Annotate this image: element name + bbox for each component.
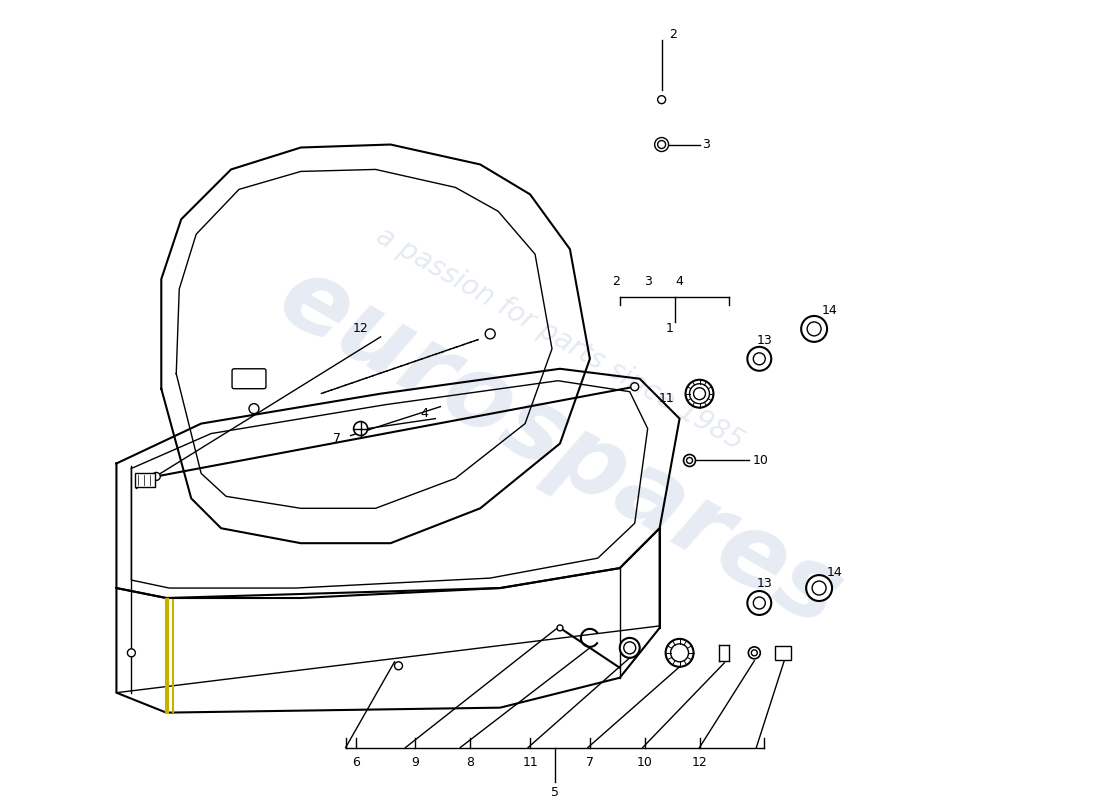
Text: 4: 4 bbox=[675, 275, 683, 288]
Circle shape bbox=[693, 388, 705, 400]
Circle shape bbox=[747, 347, 771, 370]
Circle shape bbox=[671, 644, 689, 662]
Text: 2: 2 bbox=[612, 275, 619, 288]
Circle shape bbox=[624, 642, 636, 654]
Circle shape bbox=[395, 662, 403, 670]
Text: 12: 12 bbox=[692, 756, 707, 769]
Text: eurospares: eurospares bbox=[262, 248, 858, 649]
Circle shape bbox=[249, 404, 258, 414]
Circle shape bbox=[754, 597, 766, 609]
Circle shape bbox=[658, 141, 666, 149]
Circle shape bbox=[754, 353, 766, 365]
Text: 14: 14 bbox=[826, 566, 842, 578]
Text: 1: 1 bbox=[666, 322, 673, 335]
Circle shape bbox=[557, 625, 563, 631]
Circle shape bbox=[690, 384, 710, 404]
Circle shape bbox=[807, 322, 821, 336]
Text: 14: 14 bbox=[822, 305, 837, 318]
Circle shape bbox=[801, 316, 827, 342]
FancyBboxPatch shape bbox=[776, 646, 791, 660]
Circle shape bbox=[152, 473, 161, 481]
Text: 10: 10 bbox=[752, 454, 768, 467]
Text: 13: 13 bbox=[757, 334, 772, 347]
Circle shape bbox=[686, 458, 693, 463]
Text: 13: 13 bbox=[757, 577, 772, 590]
Text: 2: 2 bbox=[670, 28, 678, 42]
FancyBboxPatch shape bbox=[135, 474, 155, 487]
Text: 3: 3 bbox=[703, 138, 711, 151]
Text: 7: 7 bbox=[586, 756, 594, 769]
Circle shape bbox=[658, 96, 666, 104]
Circle shape bbox=[683, 454, 695, 466]
Text: 6: 6 bbox=[352, 756, 360, 769]
Circle shape bbox=[654, 138, 669, 151]
Circle shape bbox=[748, 647, 760, 659]
Text: 12: 12 bbox=[353, 322, 369, 335]
Circle shape bbox=[485, 329, 495, 339]
Text: a passion for parts since 1985: a passion for parts since 1985 bbox=[372, 222, 749, 456]
Circle shape bbox=[685, 380, 714, 408]
Text: 11: 11 bbox=[522, 756, 538, 769]
Circle shape bbox=[630, 382, 639, 390]
Circle shape bbox=[354, 422, 367, 435]
Circle shape bbox=[751, 650, 757, 656]
Circle shape bbox=[619, 638, 640, 658]
Circle shape bbox=[666, 639, 693, 666]
Circle shape bbox=[128, 649, 135, 657]
Circle shape bbox=[806, 575, 832, 601]
Text: 11: 11 bbox=[659, 392, 674, 405]
Text: 8: 8 bbox=[466, 756, 474, 769]
Text: 4: 4 bbox=[420, 407, 428, 420]
Text: 5: 5 bbox=[551, 786, 559, 799]
Text: 7: 7 bbox=[332, 432, 341, 445]
Text: 3: 3 bbox=[644, 275, 651, 288]
Text: 9: 9 bbox=[411, 756, 419, 769]
FancyBboxPatch shape bbox=[232, 369, 266, 389]
Circle shape bbox=[747, 591, 771, 615]
Text: 10: 10 bbox=[637, 756, 652, 769]
Circle shape bbox=[812, 581, 826, 595]
